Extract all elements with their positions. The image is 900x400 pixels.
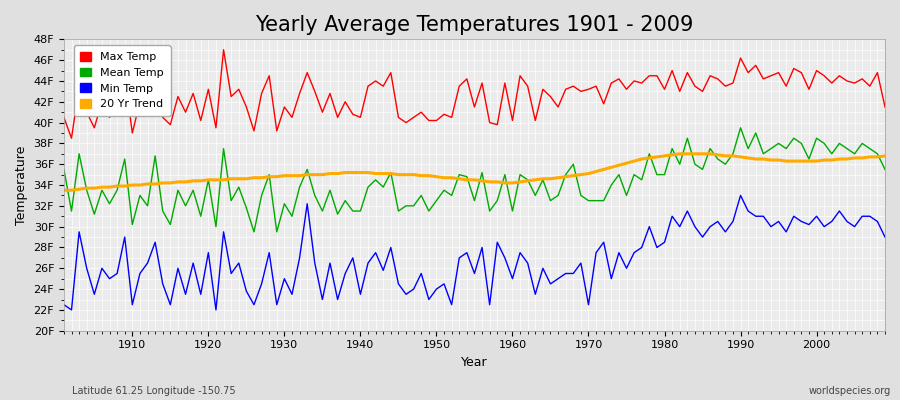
Text: worldspecies.org: worldspecies.org (809, 386, 891, 396)
Title: Yearly Average Temperatures 1901 - 2009: Yearly Average Temperatures 1901 - 2009 (256, 15, 694, 35)
Y-axis label: Temperature: Temperature (15, 145, 28, 225)
Legend: Max Temp, Mean Temp, Min Temp, 20 Yr Trend: Max Temp, Mean Temp, Min Temp, 20 Yr Tre… (74, 46, 170, 116)
Text: Latitude 61.25 Longitude -150.75: Latitude 61.25 Longitude -150.75 (72, 386, 236, 396)
X-axis label: Year: Year (461, 356, 488, 369)
